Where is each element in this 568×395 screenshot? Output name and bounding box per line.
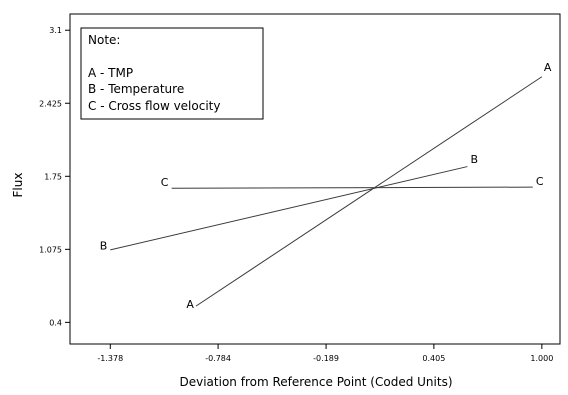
x-axis-title: Deviation from Reference Point (Coded Un…	[180, 375, 453, 389]
series-line-b	[110, 166, 468, 251]
legend: Note: A - TMP B - Temperature C - Cross …	[80, 27, 264, 120]
legend-entry-a: A - TMP	[88, 66, 133, 80]
y-tick-label: 2.425	[39, 99, 62, 108]
series-label-a-start: A	[186, 298, 194, 311]
y-tick-label: 1.75	[44, 172, 62, 181]
y-axis-title: Flux	[11, 173, 25, 198]
y-tick-label: 0.4	[49, 318, 62, 327]
series-label-c-start: C	[161, 176, 169, 189]
y-tick-label: 1.075	[39, 245, 62, 254]
series-label-a-end: A	[544, 61, 552, 74]
y-tick-label: 3.1	[49, 26, 62, 35]
x-tick-label: 1.000	[530, 354, 553, 363]
series-label-b-start: B	[100, 239, 108, 252]
x-tick-label: -0.189	[313, 354, 339, 363]
x-tick-label: 0.405	[422, 354, 445, 363]
series-label-b-end: B	[470, 153, 478, 166]
series-lines: A A B B C C	[100, 61, 552, 311]
plot-area-frame	[69, 13, 561, 345]
legend-entry-b: B - Temperature	[88, 82, 184, 96]
series-label-c-end: C	[536, 175, 544, 188]
series-line-c	[171, 186, 533, 189]
legend-box	[80, 27, 264, 120]
series-line-a	[195, 76, 543, 307]
x-tick-label: -1.378	[97, 354, 123, 363]
legend-entry-c: C - Cross flow velocity	[88, 99, 220, 113]
x-tick-label: -0.784	[205, 354, 231, 363]
legend-title: Note:	[88, 33, 120, 47]
y-axis-ticks: 0.4 1.075 1.75 2.425 3.1	[39, 26, 70, 327]
x-axis-ticks: -1.378 -0.784 -0.189 0.405 1.000	[97, 344, 553, 363]
